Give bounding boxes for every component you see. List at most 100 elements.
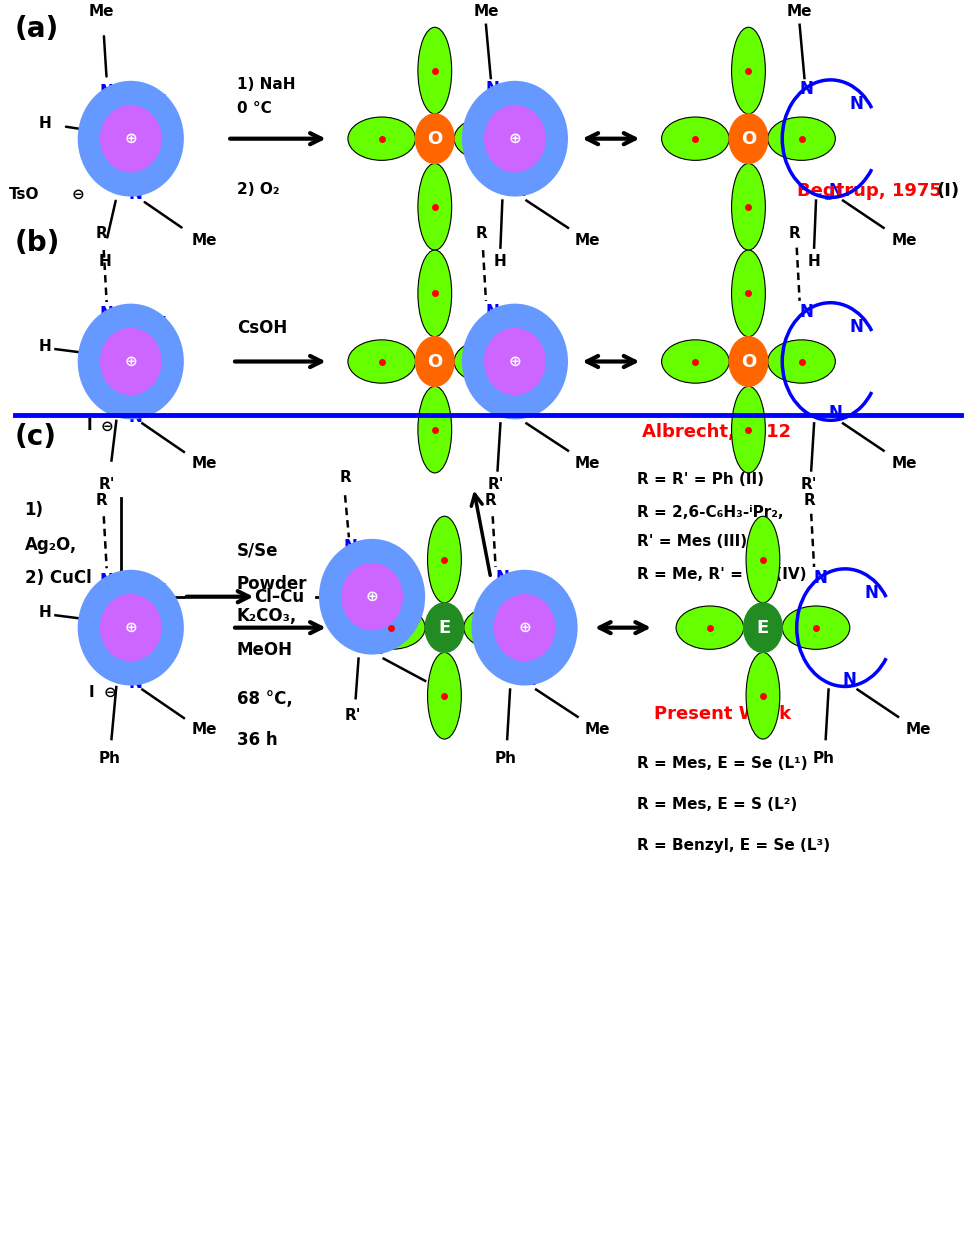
Text: R = 2,6-C₆H₃-ⁱPr₂,: R = 2,6-C₆H₃-ⁱPr₂, bbox=[637, 505, 784, 520]
Text: 36 h: 36 h bbox=[237, 731, 277, 749]
Ellipse shape bbox=[767, 339, 835, 383]
Text: N: N bbox=[369, 640, 384, 658]
Text: N: N bbox=[850, 95, 863, 114]
Circle shape bbox=[416, 114, 454, 163]
Text: Me: Me bbox=[574, 456, 600, 470]
Text: (c): (c) bbox=[15, 423, 57, 452]
Text: R = R' = Ph (II): R = R' = Ph (II) bbox=[637, 472, 764, 487]
Text: N: N bbox=[828, 182, 842, 200]
Ellipse shape bbox=[77, 81, 184, 196]
Ellipse shape bbox=[417, 27, 452, 114]
Text: N: N bbox=[843, 670, 857, 689]
Text: N: N bbox=[496, 569, 510, 587]
Ellipse shape bbox=[454, 117, 521, 160]
Ellipse shape bbox=[100, 328, 162, 396]
Text: ⊖: ⊖ bbox=[72, 187, 84, 202]
Text: R': R' bbox=[98, 477, 115, 492]
Ellipse shape bbox=[417, 250, 452, 337]
Text: Ph: Ph bbox=[494, 751, 516, 766]
Text: E: E bbox=[757, 619, 769, 636]
Ellipse shape bbox=[358, 607, 425, 649]
Text: Me: Me bbox=[473, 4, 499, 19]
Text: N: N bbox=[100, 572, 114, 589]
Text: N: N bbox=[153, 582, 167, 599]
Text: Me: Me bbox=[89, 4, 115, 19]
Ellipse shape bbox=[417, 387, 452, 473]
Text: ⊕: ⊕ bbox=[366, 589, 378, 604]
Text: Present Work: Present Work bbox=[654, 705, 791, 724]
Text: Ph: Ph bbox=[812, 751, 835, 766]
Text: 1): 1) bbox=[24, 500, 43, 519]
Text: H: H bbox=[39, 605, 52, 620]
Text: O: O bbox=[427, 352, 442, 371]
Text: 0 °C: 0 °C bbox=[237, 101, 271, 116]
Text: N: N bbox=[153, 92, 167, 111]
Ellipse shape bbox=[484, 105, 546, 172]
Text: H: H bbox=[39, 339, 52, 354]
Text: O: O bbox=[741, 352, 757, 371]
Text: N: N bbox=[864, 584, 878, 602]
Text: ⊖: ⊖ bbox=[432, 61, 447, 80]
Text: N: N bbox=[534, 316, 548, 333]
Ellipse shape bbox=[767, 117, 835, 160]
Text: N: N bbox=[486, 80, 500, 99]
Text: R = Mes, E = Se (L¹): R = Mes, E = Se (L¹) bbox=[637, 756, 808, 771]
Ellipse shape bbox=[348, 117, 416, 160]
Ellipse shape bbox=[427, 517, 462, 603]
Ellipse shape bbox=[348, 339, 416, 383]
Ellipse shape bbox=[746, 517, 780, 603]
Text: R' = Mes (III): R' = Mes (III) bbox=[637, 533, 748, 549]
Text: R: R bbox=[789, 226, 801, 241]
Text: Me: Me bbox=[191, 456, 218, 470]
Ellipse shape bbox=[494, 594, 556, 661]
Ellipse shape bbox=[676, 607, 744, 649]
Text: 2) CuCl: 2) CuCl bbox=[24, 569, 91, 587]
Ellipse shape bbox=[662, 117, 729, 160]
Text: Begtrup, 1975: Begtrup, 1975 bbox=[797, 182, 942, 200]
Text: N: N bbox=[814, 569, 828, 587]
Text: 68 °C,: 68 °C, bbox=[237, 690, 293, 708]
Text: I: I bbox=[88, 684, 94, 700]
Ellipse shape bbox=[732, 27, 765, 114]
Text: CsOH: CsOH bbox=[237, 318, 287, 337]
Text: Cl–Cu: Cl–Cu bbox=[255, 588, 305, 605]
Text: R: R bbox=[96, 226, 108, 241]
Ellipse shape bbox=[77, 303, 184, 419]
Text: ⊕: ⊕ bbox=[509, 354, 521, 369]
Circle shape bbox=[425, 603, 464, 653]
Text: Ag₂O,: Ag₂O, bbox=[24, 535, 76, 554]
Text: ⊕: ⊕ bbox=[509, 131, 521, 146]
Circle shape bbox=[744, 603, 782, 653]
Text: (b): (b) bbox=[15, 230, 61, 257]
Text: I: I bbox=[86, 418, 92, 433]
Ellipse shape bbox=[341, 563, 403, 630]
Ellipse shape bbox=[427, 653, 462, 739]
Ellipse shape bbox=[100, 594, 162, 661]
Ellipse shape bbox=[746, 653, 780, 739]
Text: N: N bbox=[128, 674, 142, 693]
Text: E: E bbox=[438, 619, 451, 636]
Ellipse shape bbox=[732, 250, 765, 337]
Text: H: H bbox=[39, 116, 52, 131]
Text: N: N bbox=[100, 306, 114, 323]
Text: ⊖: ⊖ bbox=[103, 684, 116, 700]
Text: N: N bbox=[850, 318, 863, 336]
Text: R': R' bbox=[487, 477, 504, 492]
Text: Albrecht, 2012: Albrecht, 2012 bbox=[642, 423, 792, 441]
Ellipse shape bbox=[471, 570, 577, 685]
Text: N: N bbox=[544, 582, 558, 599]
Text: R': R' bbox=[801, 477, 817, 492]
Text: N: N bbox=[828, 404, 842, 423]
Text: N: N bbox=[522, 670, 536, 689]
Text: 2) O₂: 2) O₂ bbox=[237, 182, 279, 197]
Text: Me: Me bbox=[574, 232, 600, 247]
Text: (I): (I) bbox=[937, 182, 959, 200]
Text: Me: Me bbox=[584, 721, 610, 736]
Text: N: N bbox=[534, 92, 548, 111]
Text: Me: Me bbox=[191, 721, 218, 736]
Ellipse shape bbox=[782, 607, 850, 649]
Ellipse shape bbox=[662, 339, 729, 383]
Ellipse shape bbox=[454, 339, 521, 383]
Text: O: O bbox=[427, 130, 442, 147]
Text: K₂CO₃,: K₂CO₃, bbox=[237, 608, 297, 625]
